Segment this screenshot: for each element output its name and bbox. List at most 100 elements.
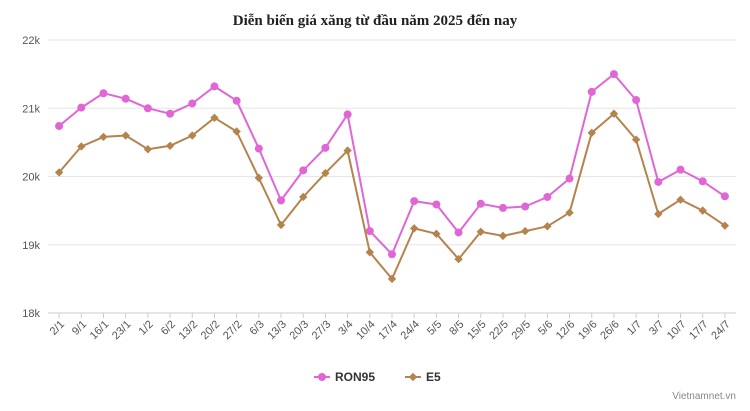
data-point[interactable] xyxy=(698,177,707,186)
data-point[interactable] xyxy=(321,143,330,152)
x-tick-label: 5/6 xyxy=(536,318,555,337)
data-point[interactable] xyxy=(565,174,574,183)
data-point[interactable] xyxy=(232,127,241,136)
x-tick-label: 1/2 xyxy=(137,318,156,337)
series-line xyxy=(58,73,726,256)
data-point[interactable] xyxy=(632,96,641,105)
data-point[interactable] xyxy=(77,103,86,112)
y-tick-label: 20k xyxy=(22,172,40,184)
x-tick-label: 12/6 xyxy=(554,318,578,342)
data-point[interactable] xyxy=(720,221,730,230)
data-point[interactable] xyxy=(188,131,197,140)
data-point[interactable] xyxy=(343,110,352,119)
data-point[interactable] xyxy=(254,173,264,183)
data-point[interactable] xyxy=(521,202,530,211)
data-point[interactable] xyxy=(587,128,596,138)
series-e5 xyxy=(54,109,730,284)
data-point[interactable] xyxy=(210,113,219,123)
x-tick-label: 10/4 xyxy=(354,318,378,342)
x-tick-label: 19/6 xyxy=(576,318,600,342)
data-point[interactable] xyxy=(121,94,130,103)
x-tick-label: 20/2 xyxy=(199,318,223,342)
data-point[interactable] xyxy=(299,166,308,175)
y-tick-label: 18k xyxy=(22,308,40,320)
data-point[interactable] xyxy=(654,209,663,219)
data-point[interactable] xyxy=(54,168,64,177)
series-ron95 xyxy=(55,70,729,259)
legend[interactable]: RON95 E5 xyxy=(314,370,441,384)
data-point[interactable] xyxy=(676,195,685,204)
data-point[interactable] xyxy=(498,203,507,212)
x-tick-label: 8/5 xyxy=(447,318,466,337)
data-point[interactable] xyxy=(587,87,596,96)
data-point[interactable] xyxy=(676,165,685,174)
data-point[interactable] xyxy=(654,177,663,186)
data-point[interactable] xyxy=(343,146,352,155)
y-tick-label: 22k xyxy=(22,35,40,47)
data-point[interactable] xyxy=(388,250,396,259)
y-tick-label: 21k xyxy=(22,103,40,115)
data-point[interactable] xyxy=(454,254,463,264)
x-tick-label: 3/7 xyxy=(647,318,666,337)
data-point[interactable] xyxy=(454,228,463,237)
x-tick-label: 29/5 xyxy=(509,318,533,342)
x-tick-label: 5/5 xyxy=(425,318,444,337)
data-point[interactable] xyxy=(409,224,419,233)
x-axis: 2/1 9/116/123/1 1/2 6/213/220/227/2 6/313/32… xyxy=(48,312,736,342)
data-point[interactable] xyxy=(631,135,641,144)
data-point[interactable] xyxy=(77,142,86,151)
x-tick-label: 9/1 xyxy=(70,318,89,337)
data-point[interactable] xyxy=(166,109,175,118)
series-layer xyxy=(54,70,730,284)
data-point[interactable] xyxy=(321,168,330,178)
x-tick-label: 2/1 xyxy=(48,318,67,337)
data-point[interactable] xyxy=(609,70,618,79)
data-point[interactable] xyxy=(121,131,130,140)
data-point[interactable] xyxy=(698,206,707,215)
data-point[interactable] xyxy=(520,226,530,236)
data-point[interactable] xyxy=(365,248,375,257)
data-point[interactable] xyxy=(365,227,374,236)
data-point[interactable] xyxy=(276,220,286,230)
data-point[interactable] xyxy=(254,144,263,153)
data-point[interactable] xyxy=(609,109,619,118)
x-tick-label: 3/4 xyxy=(336,318,355,337)
x-tick-label: 24/7 xyxy=(709,318,733,342)
legend-item-ron95[interactable]: RON95 xyxy=(314,370,375,384)
legend-marker xyxy=(318,373,326,381)
data-point[interactable] xyxy=(299,192,308,202)
data-point[interactable] xyxy=(210,82,219,91)
data-point[interactable] xyxy=(165,141,175,150)
x-tick-label: 17/4 xyxy=(376,318,400,342)
data-point[interactable] xyxy=(720,192,729,201)
data-point[interactable] xyxy=(99,132,108,142)
data-point[interactable] xyxy=(498,231,508,241)
data-point[interactable] xyxy=(432,200,441,209)
data-point[interactable] xyxy=(143,104,152,113)
x-tick-label: 22/5 xyxy=(487,318,511,342)
data-point[interactable] xyxy=(232,96,241,105)
data-point[interactable] xyxy=(565,208,574,217)
data-point[interactable] xyxy=(277,196,286,205)
legend-marker xyxy=(408,372,418,382)
x-tick-label: 27/3 xyxy=(310,318,334,342)
data-point[interactable] xyxy=(410,197,419,206)
data-point[interactable] xyxy=(99,89,108,98)
x-tick-label: 13/2 xyxy=(177,318,201,342)
data-point[interactable] xyxy=(188,99,197,108)
data-point[interactable] xyxy=(476,227,485,236)
data-point[interactable] xyxy=(432,229,441,239)
legend-item-e5[interactable]: E5 xyxy=(405,370,441,384)
data-point[interactable] xyxy=(55,121,64,130)
grid-lines xyxy=(48,39,736,314)
x-tick-label: 26/6 xyxy=(598,318,622,342)
data-point[interactable] xyxy=(543,222,552,231)
x-tick-label: 6/3 xyxy=(247,318,266,337)
data-point[interactable] xyxy=(543,192,552,201)
data-point[interactable] xyxy=(143,145,153,154)
data-point[interactable] xyxy=(387,274,397,284)
data-point[interactable] xyxy=(476,199,485,208)
x-tick-label: 15/5 xyxy=(465,318,489,342)
x-tick-label: 24/4 xyxy=(399,318,423,342)
